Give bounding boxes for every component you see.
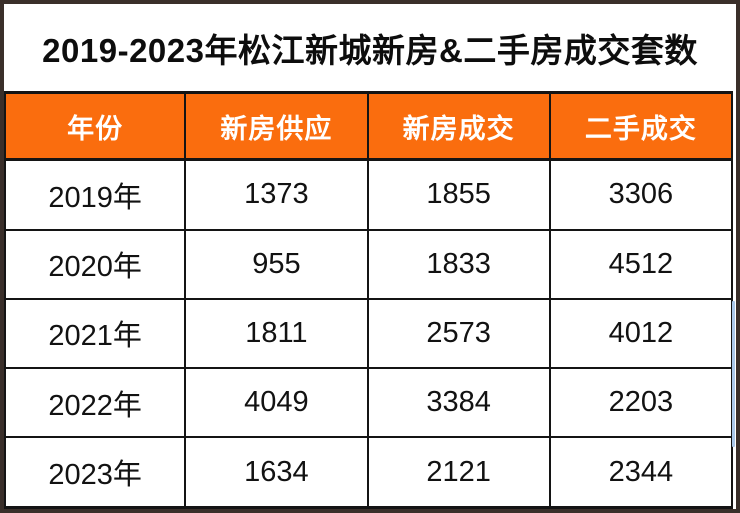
value-cell: 1634 xyxy=(184,436,369,509)
value-cell: 2121 xyxy=(366,436,551,509)
value-cell: 955 xyxy=(184,228,369,300)
header-cell-year: 年份 xyxy=(4,91,187,161)
year-cell: 2023年 xyxy=(4,436,187,509)
year-cell: 2020年 xyxy=(4,228,187,300)
value-cell: 3384 xyxy=(366,367,551,439)
year-cell: 2021年 xyxy=(4,297,187,370)
value-cell: 2573 xyxy=(366,297,551,370)
value-cell: 1833 xyxy=(366,228,551,300)
table-row: 2021年 1811 2573 4012 xyxy=(4,297,734,370)
value-cell: 2344 xyxy=(548,436,734,509)
value-cell: 1373 xyxy=(184,158,369,231)
value-cell: 1811 xyxy=(184,297,369,370)
table-row: 2019年 1373 1855 3306 xyxy=(4,158,734,231)
table-container: 年份 新房供应 新房成交 二手成交 2019年 1373 1855 3306 2… xyxy=(4,91,736,509)
value-cell: 4049 xyxy=(184,367,369,439)
year-cell: 2022年 xyxy=(4,367,187,439)
header-cell-resale-deals: 二手成交 xyxy=(548,91,734,161)
page-title: 2019-2023年松江新城新房&二手房成交套数 xyxy=(42,31,698,69)
data-table: 年份 新房供应 新房成交 二手成交 2019年 1373 1855 3306 2… xyxy=(4,91,734,509)
value-cell: 4512 xyxy=(548,228,734,300)
header-cell-new-supply: 新房供应 xyxy=(184,91,369,161)
header-row: 年份 新房供应 新房成交 二手成交 xyxy=(4,91,734,161)
value-cell: 1855 xyxy=(366,158,551,231)
year-cell: 2019年 xyxy=(4,158,187,231)
selection-artifact-line xyxy=(732,301,735,447)
table-row: 2022年 4049 3384 2203 xyxy=(4,367,734,439)
value-cell: 3306 xyxy=(548,158,734,231)
table-row: 2023年 1634 2121 2344 xyxy=(4,436,734,509)
header-cell-new-deals: 新房成交 xyxy=(366,91,551,161)
value-cell: 2203 xyxy=(548,367,734,439)
table-row: 2020年 955 1833 4512 xyxy=(4,228,734,300)
value-cell: 4012 xyxy=(548,297,734,370)
